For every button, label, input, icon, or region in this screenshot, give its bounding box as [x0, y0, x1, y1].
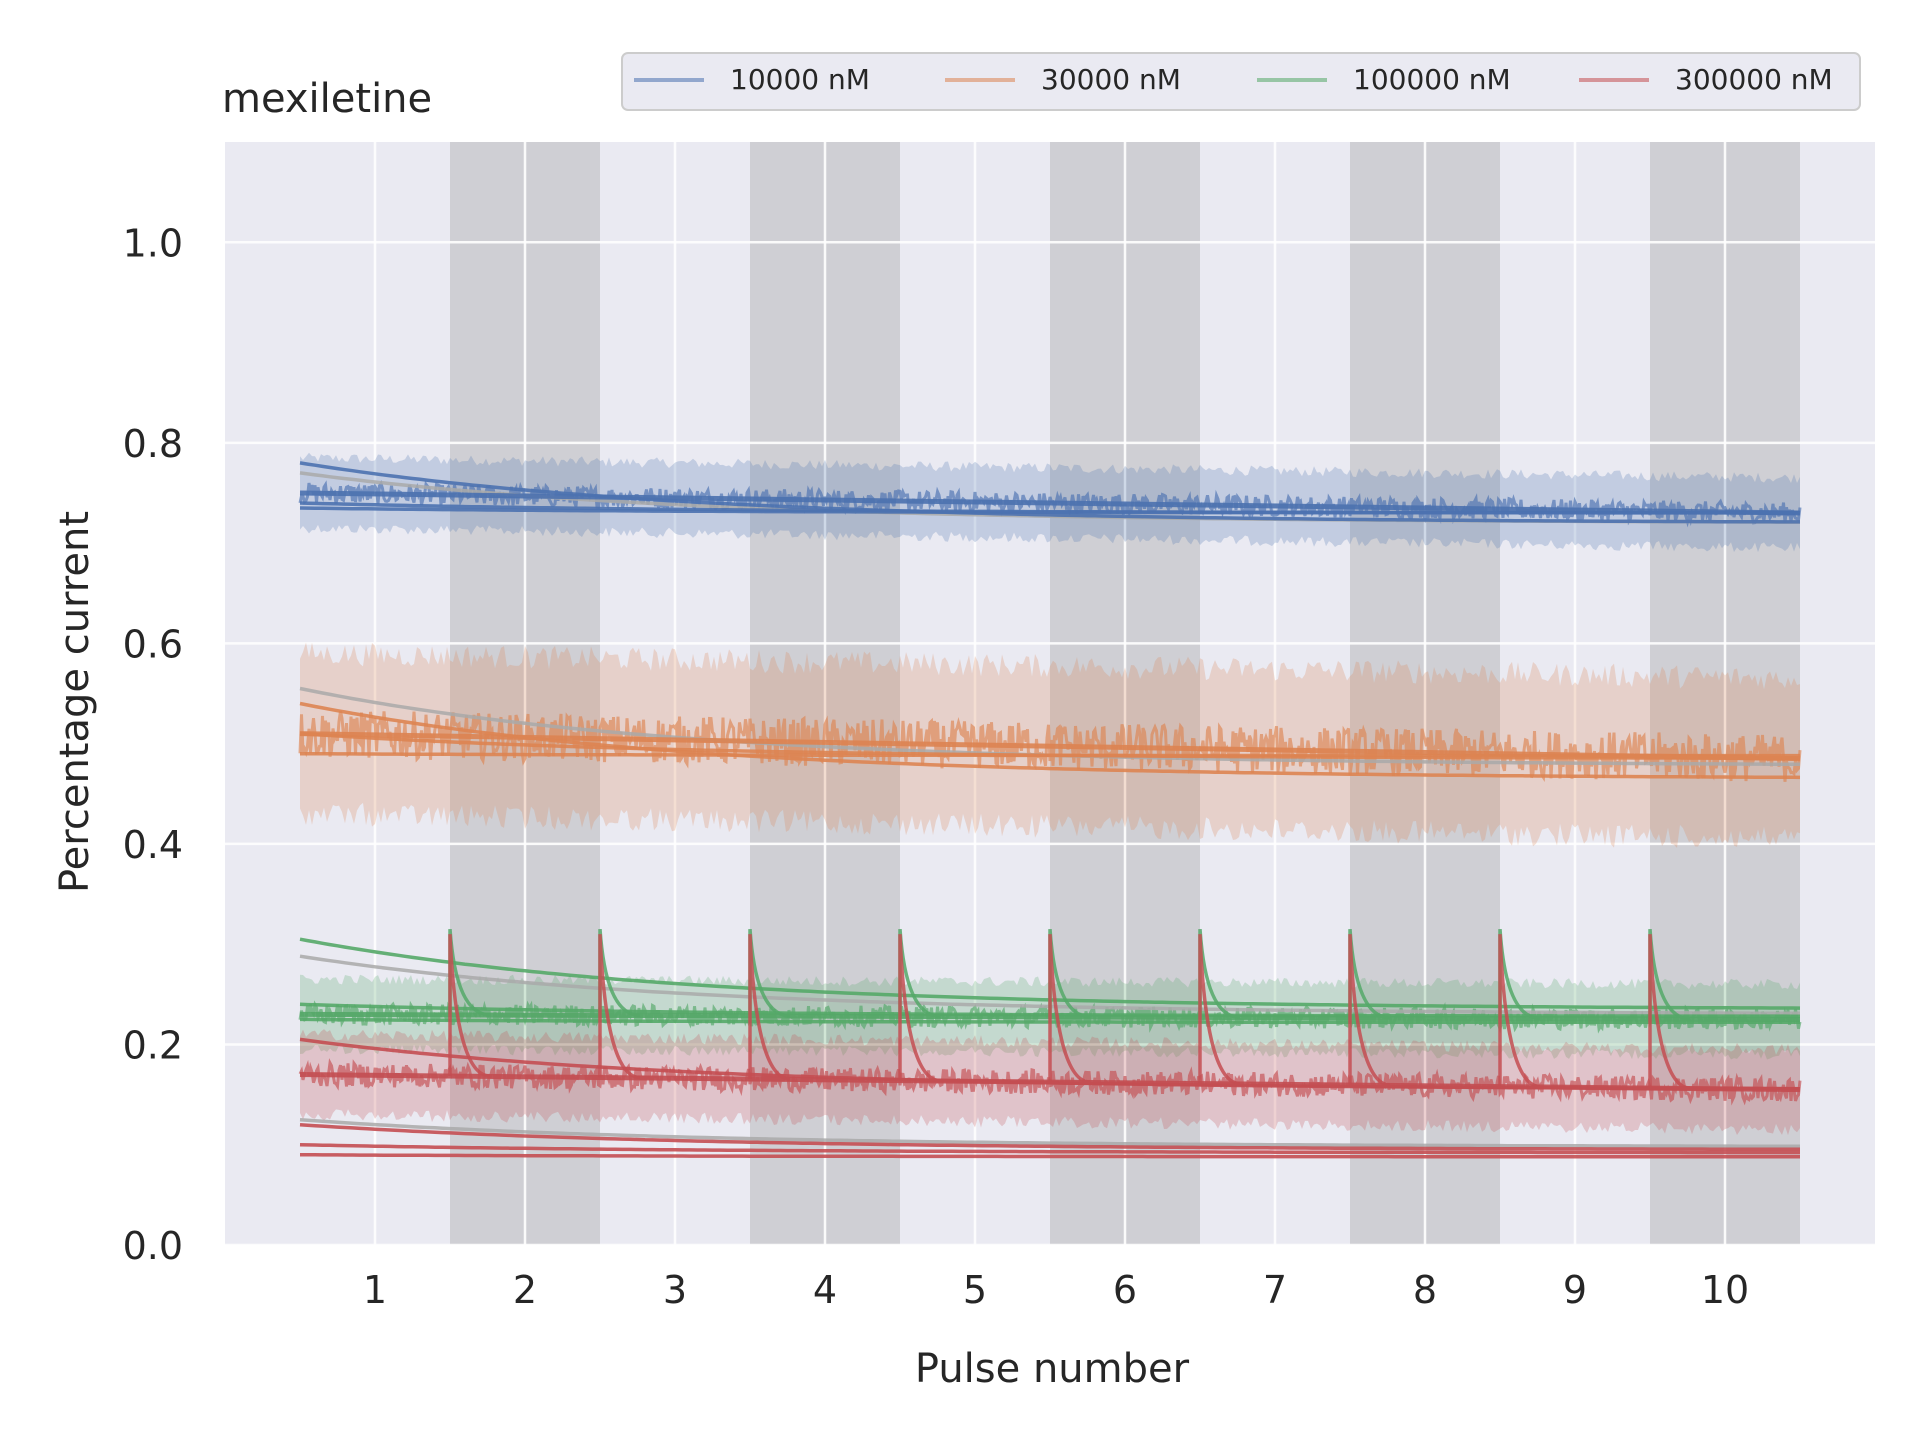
pulse-spike [898, 934, 941, 1083]
legend-label: 300000 nM [1675, 63, 1833, 96]
x-tick-label: 5 [963, 1268, 987, 1312]
observed-trace [298, 1058, 1802, 1106]
legend-label: 100000 nM [1353, 63, 1511, 96]
legend: 10000 nM 30000 nM 100000 nM 300000 nM [621, 52, 1861, 111]
x-tick-label: 1 [363, 1268, 387, 1312]
series-10000-nM [298, 452, 1802, 553]
plot-area: 1 2 3 4 5 6 7 8 9 10 0.0 0.2 0.4 0.6 0.8 1.0 [123, 142, 1875, 1312]
chart-title: mexiletine [222, 76, 432, 122]
mean-line [299, 490, 1801, 516]
pulse-spike [1498, 934, 1541, 1089]
legend-label: 10000 nM [730, 63, 870, 96]
y-tick-label: 0.2 [123, 1023, 183, 1067]
y-tick-label: 0.0 [123, 1224, 183, 1268]
x-tick-label: 8 [1413, 1268, 1437, 1312]
fit-line [299, 461, 1800, 524]
fit-line [299, 506, 1800, 515]
pulse-spike [448, 934, 491, 1078]
y-tick-label: 0.8 [123, 422, 183, 466]
y-tick-label: 0.6 [123, 622, 183, 666]
x-tick-label: 9 [1563, 1268, 1587, 1312]
x-tick-label: 6 [1113, 1268, 1137, 1312]
y-axis-label: Percentage current [52, 511, 98, 893]
pulse-spike [1048, 934, 1091, 1084]
pulse-spike [1348, 934, 1391, 1087]
y-tick-label: 1.0 [123, 221, 183, 265]
y-tick-label: 0.4 [123, 823, 183, 867]
pulse-spike [1198, 934, 1241, 1086]
mean-line [299, 1072, 1801, 1093]
pulse-spike [1648, 934, 1691, 1090]
reference-fit-line [299, 1117, 1800, 1148]
series-300000-nM [298, 934, 1802, 1159]
x-tick-label: 3 [663, 1268, 687, 1312]
legend-box [621, 52, 1861, 111]
x-tick-label: 10 [1701, 1268, 1749, 1312]
x-tick-label: 4 [813, 1268, 837, 1312]
mean-line [299, 731, 1801, 762]
fit-line [299, 1122, 1800, 1152]
series-30000-nM [298, 642, 1802, 848]
legend-label: 30000 nM [1041, 63, 1181, 96]
pulse-spike [598, 934, 641, 1080]
fit-line [300, 1153, 1800, 1159]
x-tick-label: 2 [513, 1268, 537, 1312]
fit-line [299, 1142, 1800, 1155]
pulse-spike [748, 934, 791, 1081]
x-axis-label: Pulse number [915, 1346, 1190, 1392]
x-tick-label: 7 [1263, 1268, 1287, 1312]
